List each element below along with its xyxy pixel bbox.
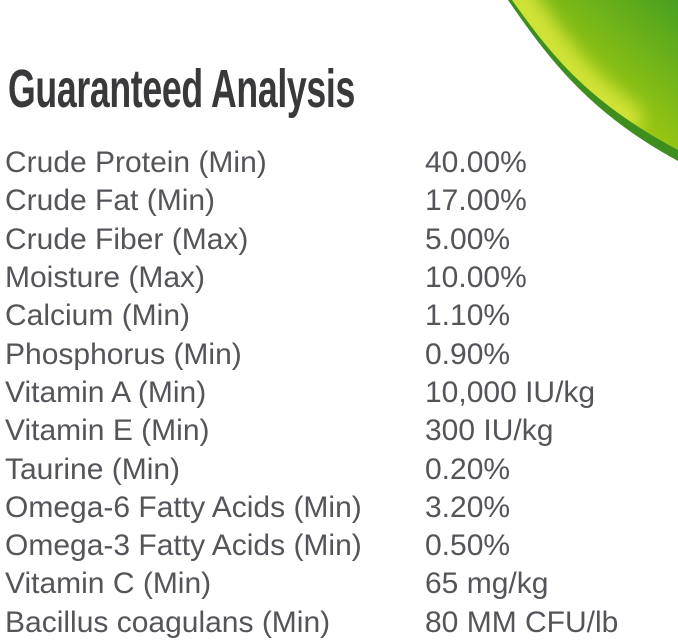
nutrient-label: Crude Protein (Min) <box>5 146 267 180</box>
table-row: Omega-6 Fatty Acids (Min) 3.20% <box>5 489 675 527</box>
nutrient-label: Vitamin E (Min) <box>5 414 210 448</box>
table-row: Calcium (Min) 1.10% <box>5 297 675 335</box>
table-row: Vitamin E (Min) 300 IU/kg <box>5 412 675 450</box>
nutrient-value: 1.10% <box>425 299 511 333</box>
nutrient-value: 300 IU/kg <box>425 414 554 448</box>
nutrient-value: 40.00% <box>425 146 527 180</box>
nutrient-label: Bacillus coagulans (Min) <box>5 605 331 639</box>
nutrient-label: Phosphorus (Min) <box>5 337 242 371</box>
nutrient-value: 80 MM CFU/lb <box>425 605 619 639</box>
nutrient-label: Taurine (Min) <box>5 452 181 486</box>
table-row: Vitamin A (Min) 10,000 IU/kg <box>5 374 675 412</box>
nutrient-label: Calcium (Min) <box>5 299 191 333</box>
nutrient-label: Omega-6 Fatty Acids (Min) <box>5 490 362 524</box>
nutrient-label: Crude Fiber (Max) <box>5 222 249 256</box>
nutrient-value: 17.00% <box>425 184 527 218</box>
nutrient-value: 0.90% <box>425 337 511 371</box>
table-row: Crude Fiber (Max) 5.00% <box>5 221 675 259</box>
table-row: Crude Fat (Min) 17.00% <box>5 182 675 220</box>
nutrient-value: 10.00% <box>425 261 527 295</box>
nutrient-value: 5.00% <box>425 222 511 256</box>
nutrient-value: 10,000 IU/kg <box>425 375 596 409</box>
table-row: Crude Protein (Min) 40.00% <box>5 144 675 182</box>
swoosh-body <box>512 0 678 150</box>
table-row: Omega-3 Fatty Acids (Min) 0.50% <box>5 527 675 565</box>
table-row: Moisture (Max) 10.00% <box>5 259 675 297</box>
table-row: Vitamin C (Min) 65 mg/kg <box>5 565 675 603</box>
nutrient-label: Omega-3 Fatty Acids (Min) <box>5 529 362 563</box>
page-title: Guaranteed Analysis <box>8 59 355 119</box>
nutrient-label: Vitamin C (Min) <box>5 567 212 601</box>
nutrient-label: Vitamin A (Min) <box>5 375 207 409</box>
nutrient-value: 0.50% <box>425 529 511 563</box>
table-row: Bacillus coagulans (Min) 80 MM CFU/lb <box>5 604 675 642</box>
nutrient-label: Crude Fat (Min) <box>5 184 216 218</box>
table-row: Taurine (Min) 0.20% <box>5 450 675 488</box>
swoosh-dark-edge <box>508 0 678 161</box>
nutrient-value: 0.20% <box>425 452 511 486</box>
nutrient-value: 65 mg/kg <box>425 567 549 601</box>
guaranteed-analysis-table: Crude Protein (Min) 40.00% Crude Fat (Mi… <box>5 144 675 642</box>
swoosh-edge-highlight <box>512 0 642 139</box>
nutrient-label: Moisture (Max) <box>5 261 206 295</box>
table-row: Phosphorus (Min) 0.90% <box>5 335 675 373</box>
nutrient-value: 3.20% <box>425 490 511 524</box>
